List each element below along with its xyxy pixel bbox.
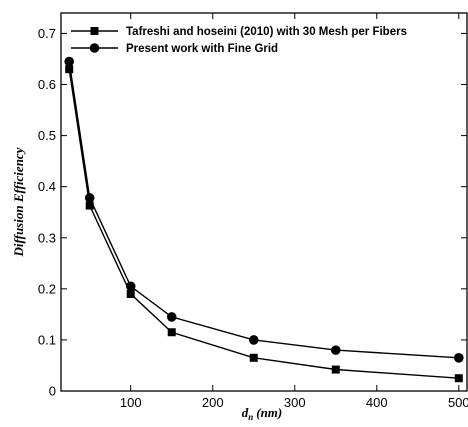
y-tick-label: 0.1 [38, 332, 56, 347]
data-point-circle [84, 193, 95, 203]
y-tick-label: 0.6 [38, 77, 56, 92]
data-point-square [249, 353, 258, 362]
x-axis-title: dn (nm) [242, 405, 283, 422]
series-markers [64, 56, 464, 383]
data-point-circle [330, 345, 341, 355]
y-tick-label: 0.5 [38, 128, 56, 143]
axis-tick-labels: 100 200 300 400 500 0 0.1 0.2 0.3 0.4 0.5 0.6 0.7 [38, 26, 468, 410]
y-tick-label: 0.3 [38, 230, 56, 245]
data-point-circle [248, 335, 259, 345]
x-tick-label: 200 [202, 395, 224, 410]
series-line-0 [68, 69, 459, 379]
x-tick-label: 300 [284, 395, 306, 410]
x-tick-label: 100 [120, 395, 142, 410]
legend-label-tafreshi: Tafreshi and hoseini (2010) with 30 Mesh… [126, 26, 407, 38]
series-lines [68, 61, 459, 379]
plot-frame [60, 12, 468, 392]
data-point-square [331, 365, 340, 374]
y-tick-label: 0.7 [38, 26, 56, 41]
x-axis-title-main: d [242, 405, 249, 420]
data-point-circle [64, 56, 75, 67]
y-tick-label: 0.2 [38, 281, 56, 296]
axis-ticks [61, 13, 467, 392]
series-line-1 [68, 61, 459, 359]
legend-marker-square [90, 27, 99, 35]
data-point-square [126, 289, 135, 298]
x-axis-title-unit: (nm) [256, 405, 282, 420]
legend-marker-circle [89, 43, 100, 53]
y-axis-title: Diffusion Efficiency [11, 147, 26, 257]
x-tick-label: 500 [448, 395, 468, 410]
x-axis-title-sub: n [248, 412, 253, 422]
data-point-square [454, 374, 463, 383]
data-point-square [167, 328, 176, 337]
y-tick-label: 0 [49, 384, 56, 399]
legend: Tafreshi and hoseini (2010) with 30 Mesh… [71, 26, 407, 55]
data-point-circle [125, 281, 136, 292]
data-point-square [85, 201, 94, 210]
data-point-square [65, 65, 74, 74]
y-tick-label: 0.4 [38, 179, 56, 194]
x-tick-label: 400 [366, 395, 388, 410]
data-point-circle [453, 352, 464, 363]
data-point-circle [166, 312, 177, 322]
legend-label-present: Present work with Fine Grid [126, 43, 278, 55]
